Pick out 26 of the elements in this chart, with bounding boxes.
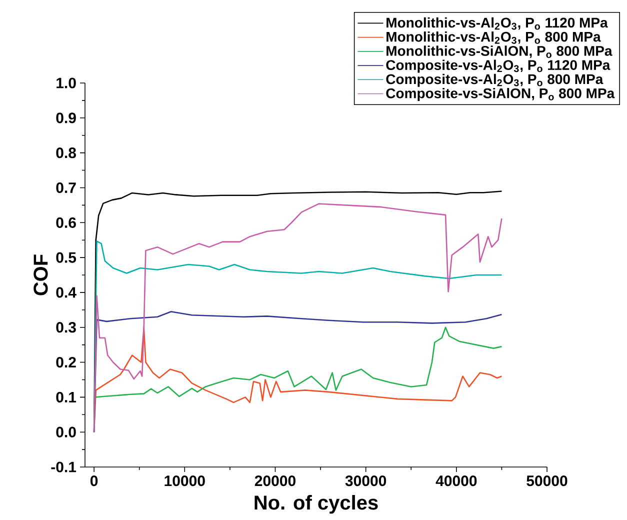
y-tick-label: 0.0 <box>56 426 76 438</box>
y-tick-label: 1.0 <box>56 78 76 88</box>
x-tick-label: 20000 <box>254 476 296 486</box>
y-tick-label: 0.1 <box>56 392 76 402</box>
y-tick-label: -0.1 <box>51 462 76 472</box>
legend-label: Composite-vs-SiAlON, P$_{o}$ 800 MPa <box>386 88 615 102</box>
x-tick-label: 0 <box>90 476 98 486</box>
legend-label: Composite-vs-Al$_{2}$O$_{3}$, P$_{o}$ 1120 MPa <box>386 60 610 73</box>
y-tick-label: 0.7 <box>56 182 76 194</box>
legend-label: Composite-vs-Al$_{2}$O$_{3}$, P$_{o}$ 800 MPa <box>386 74 604 87</box>
legend-label: Monolithic-vs-SiAlON, P$_{o}$ 800 MPa <box>386 46 612 58</box>
y-tick-label: 0.6 <box>56 217 76 228</box>
legend-label: Monolithic-vs-Al$_{2}$O$_{3}$, P$_{o}$ 1120 MPa <box>386 17 608 30</box>
y-tick-label: 0.8 <box>56 148 76 158</box>
x-tick-label: 50000 <box>526 476 568 486</box>
legend-label: Monolithic-vs-Al$_{2}$O$_{3}$, P$_{o}$ 800 MPa <box>386 31 601 44</box>
y-tick-label: 0.3 <box>56 322 76 333</box>
y-axis-title: COF <box>34 254 48 296</box>
x-axis-title: No. of cycles <box>254 494 378 514</box>
y-tick-label: 0.2 <box>56 356 76 368</box>
x-tick-label: 10000 <box>164 476 205 486</box>
y-tick-label: 0.9 <box>56 112 76 124</box>
x-tick-label: 30000 <box>345 476 386 486</box>
y-tick-label: 0.4 <box>56 287 76 298</box>
y-tick-label: 0.5 <box>56 252 76 263</box>
x-tick-label: 40000 <box>436 476 477 486</box>
